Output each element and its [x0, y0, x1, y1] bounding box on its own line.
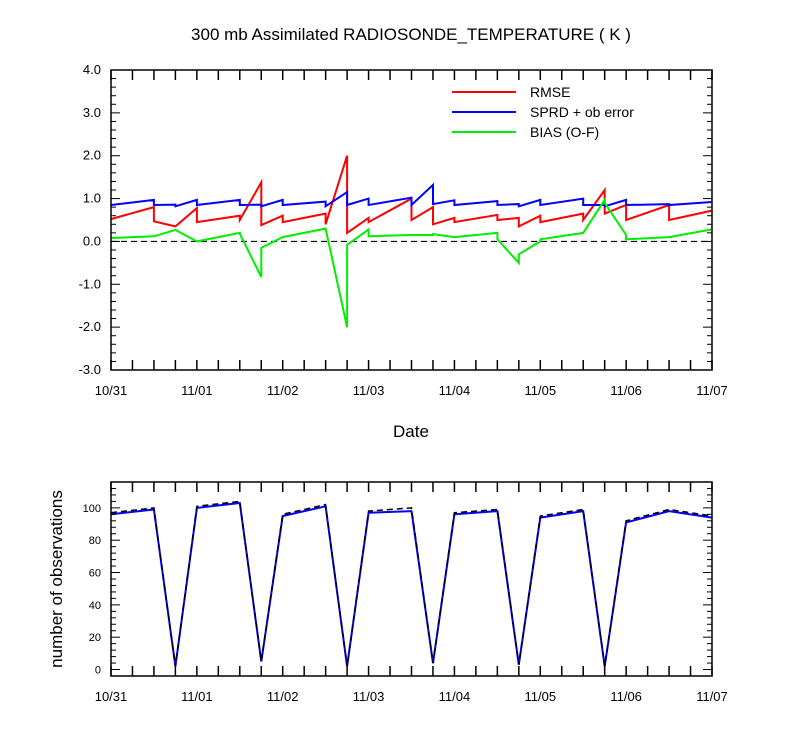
top-x-axis-title: Date	[393, 422, 429, 441]
top-x-tick-label: 11/03	[353, 383, 385, 398]
top-x-tick-label: 10/31	[95, 383, 128, 398]
top-series-group	[110, 155, 713, 328]
bottom-series-line-0	[110, 501, 713, 667]
top-y-tick-label: -2.0	[79, 319, 101, 334]
top-chart-title: 300 mb Assimilated RADIOSONDE_TEMPERATUR…	[191, 25, 631, 44]
top-series-line-0	[110, 155, 713, 235]
bottom-x-tick-label: 11/04	[439, 689, 471, 704]
bottom-y-tick-label: 100	[83, 503, 101, 515]
top-y-tick-label: 0.0	[83, 233, 101, 248]
legend-label-sprd: SPRD + ob error	[530, 104, 634, 120]
bottom-series-line-1	[110, 500, 713, 667]
bottom-y-axis-title: number of observations	[47, 490, 66, 668]
top-x-tick-label: 11/01	[181, 383, 213, 398]
top-panel: 300 mb Assimilated RADIOSONDE_TEMPERATUR…	[79, 25, 728, 441]
bottom-x-tick-label: 11/01	[181, 689, 213, 704]
top-axis-ticks: 10/31 11/01 11/02 11/03 11/04 11/05 11/06 11/07…	[79, 62, 728, 398]
legend-label-rmse: RMSE	[530, 84, 570, 100]
legend: RMSE SPRD + ob error BIAS (O-F)	[452, 84, 634, 140]
bottom-x-tick-label: 11/05	[524, 689, 556, 704]
top-y-tick-label: 3.0	[83, 105, 101, 120]
bottom-x-tick-label: 10/31	[95, 689, 128, 704]
bottom-axis-ticks: 10/31 11/01 11/02 11/03 11/04 11/05 11/06 11/07…	[83, 481, 728, 704]
bottom-series-group	[110, 500, 713, 667]
top-y-tick-label: 1.0	[83, 191, 101, 206]
top-x-tick-label: 11/06	[610, 383, 642, 398]
bottom-panel: 10/31 11/01 11/02 11/03 11/04 11/05 11/06 11/07…	[47, 481, 728, 704]
bottom-y-tick-label: 60	[89, 568, 101, 580]
top-x-tick-label: 11/07	[696, 383, 728, 398]
top-y-tick-label: -1.0	[79, 276, 101, 291]
bottom-x-tick-label: 11/03	[353, 689, 385, 704]
legend-label-bias: BIAS (O-F)	[530, 124, 599, 140]
top-x-tick-label: 11/05	[524, 383, 556, 398]
top-y-tick-label: -3.0	[79, 362, 101, 377]
bottom-y-tick-label: 40	[89, 600, 101, 612]
top-series-line-1	[110, 182, 713, 209]
bottom-y-tick-label: 0	[95, 665, 101, 677]
top-x-tick-label: 11/02	[267, 383, 299, 398]
bottom-x-tick-label: 11/07	[696, 689, 728, 704]
top-y-tick-label: 2.0	[83, 148, 101, 163]
top-series-line-2	[110, 196, 713, 328]
bottom-x-tick-label: 11/02	[267, 689, 299, 704]
bottom-y-tick-label: 80	[89, 535, 101, 547]
top-x-tick-label: 11/04	[439, 383, 471, 398]
top-y-tick-label: 4.0	[83, 62, 101, 77]
bottom-x-tick-label: 11/06	[610, 689, 642, 704]
bottom-y-tick-label: 20	[89, 632, 101, 644]
